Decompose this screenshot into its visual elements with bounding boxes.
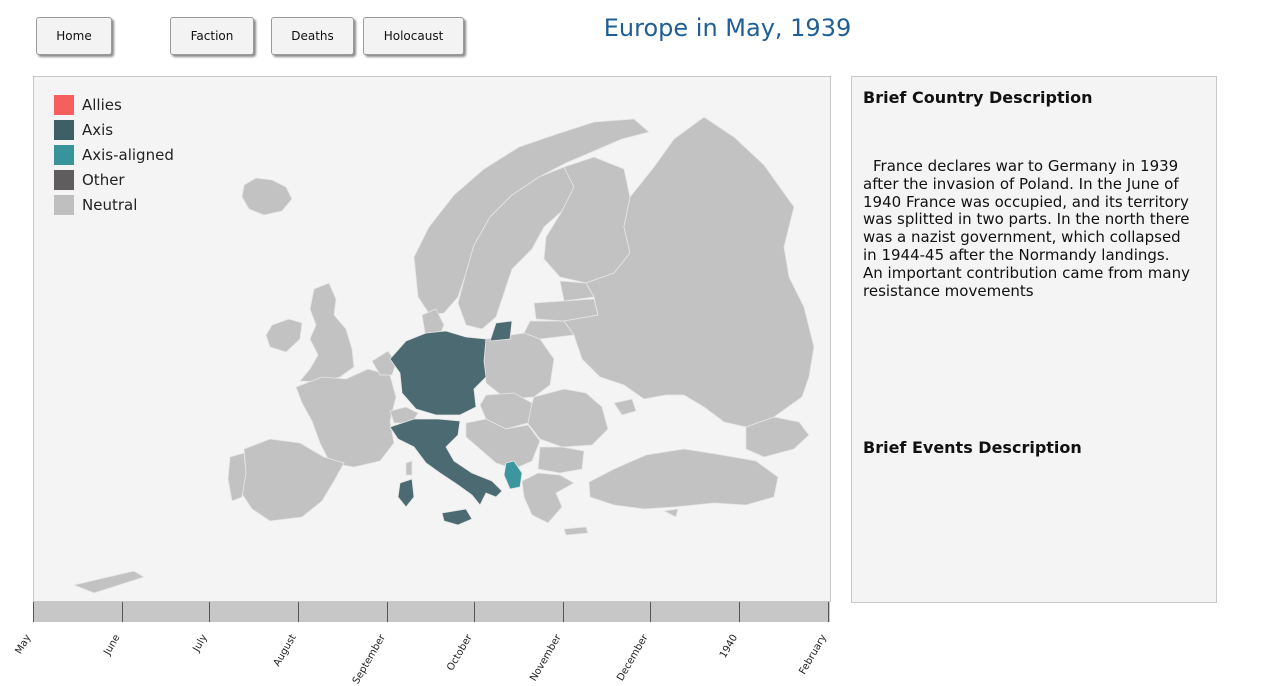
region-crimea[interactable]	[613, 398, 637, 416]
country-belgium-netherlands[interactable]	[371, 350, 397, 376]
europe-map: Allies Axis Axis-aligned Other Neutral	[33, 76, 831, 602]
country-description-text: France declares war to Germany in 1939 a…	[863, 157, 1190, 300]
legend-label-neutral: Neutral	[82, 195, 138, 214]
timeline-tick	[563, 602, 564, 622]
timeline-tick	[474, 602, 475, 622]
island-cyprus[interactable]	[662, 508, 679, 518]
country-poland[interactable]	[483, 332, 555, 400]
map-canvas	[72, 116, 815, 594]
timeline-label-1940[interactable]: 1940	[717, 632, 740, 661]
deaths-button[interactable]: Deaths	[271, 17, 354, 55]
country-yugoslavia[interactable]	[465, 418, 541, 470]
timeline-label-july[interactable]: July	[191, 632, 210, 654]
region-north-africa[interactable]	[72, 570, 145, 594]
country-hungary[interactable]	[479, 392, 533, 430]
timeline-tick	[209, 602, 210, 622]
country-ireland[interactable]	[265, 318, 303, 353]
country-united-kingdom[interactable]	[299, 282, 355, 383]
faction-button[interactable]: Faction	[170, 17, 254, 55]
country-turkey[interactable]	[588, 448, 779, 510]
legend-swatch-neutral	[54, 194, 74, 215]
timeline-label-september[interactable]: September	[350, 632, 388, 686]
legend-item-axis-aligned[interactable]: Axis-aligned	[54, 142, 174, 167]
home-button[interactable]: Home	[36, 17, 112, 55]
country-norway[interactable]	[413, 118, 650, 316]
timeline-label-february[interactable]: February	[797, 632, 829, 677]
info-panel: Brief Country Description France declare…	[851, 76, 1217, 603]
timeline-tick	[828, 602, 829, 622]
timeline-tick	[33, 602, 34, 622]
country-lithuania[interactable]	[523, 320, 575, 340]
country-germany[interactable]	[389, 330, 487, 416]
timeline-slider[interactable]	[33, 602, 830, 622]
timeline-tick	[298, 602, 299, 622]
legend-swatch-allies	[54, 94, 74, 115]
timeline-label-december[interactable]: December	[615, 632, 651, 684]
legend: Allies Axis Axis-aligned Other Neutral	[54, 92, 174, 217]
page-title: Europe in May, 1939	[603, 14, 852, 42]
country-albania[interactable]	[503, 460, 523, 490]
legend-label-allies: Allies	[82, 95, 122, 114]
country-switzerland[interactable]	[389, 406, 419, 424]
legend-label-axis: Axis	[82, 120, 114, 139]
country-iceland[interactable]	[241, 177, 293, 216]
legend-swatch-other	[54, 169, 74, 190]
events-description-heading: Brief Events Description	[863, 438, 1082, 457]
legend-label-other: Other	[82, 170, 125, 189]
island-sicily[interactable]	[441, 508, 473, 526]
timeline-tick	[387, 602, 388, 622]
country-description-heading: Brief Country Description	[863, 88, 1093, 107]
region-caucasus[interactable]	[745, 416, 810, 458]
holocaust-button[interactable]: Holocaust	[363, 17, 464, 55]
island-crete[interactable]	[563, 526, 589, 536]
country-greece[interactable]	[521, 472, 575, 524]
timeline-tick	[739, 602, 740, 622]
country-france[interactable]	[295, 368, 397, 468]
country-soviet-union[interactable]	[563, 116, 815, 428]
legend-swatch-axis-aligned	[54, 144, 74, 165]
island-corsica[interactable]	[405, 460, 413, 476]
timeline-label-june[interactable]: June	[102, 632, 123, 658]
timeline-label-august[interactable]: August	[271, 632, 299, 669]
country-sweden[interactable]	[457, 166, 575, 330]
island-sardinia[interactable]	[397, 478, 415, 508]
country-east-prussia[interactable]	[489, 320, 513, 342]
country-italy[interactable]	[389, 418, 503, 506]
timeline-label-may[interactable]: May	[13, 632, 34, 657]
legend-item-other[interactable]: Other	[54, 167, 174, 192]
timeline-tick	[650, 602, 651, 622]
legend-item-allies[interactable]: Allies	[54, 92, 174, 117]
country-romania[interactable]	[525, 388, 609, 448]
legend-label-axis-aligned: Axis-aligned	[82, 145, 174, 164]
timeline-tick	[122, 602, 123, 622]
country-portugal[interactable]	[227, 452, 247, 502]
country-bulgaria[interactable]	[537, 446, 585, 474]
timeline-label-november[interactable]: November	[528, 632, 564, 684]
legend-item-neutral[interactable]: Neutral	[54, 192, 174, 217]
legend-item-axis[interactable]: Axis	[54, 117, 174, 142]
legend-swatch-axis	[54, 119, 74, 140]
timeline-label-october[interactable]: October	[445, 632, 475, 673]
